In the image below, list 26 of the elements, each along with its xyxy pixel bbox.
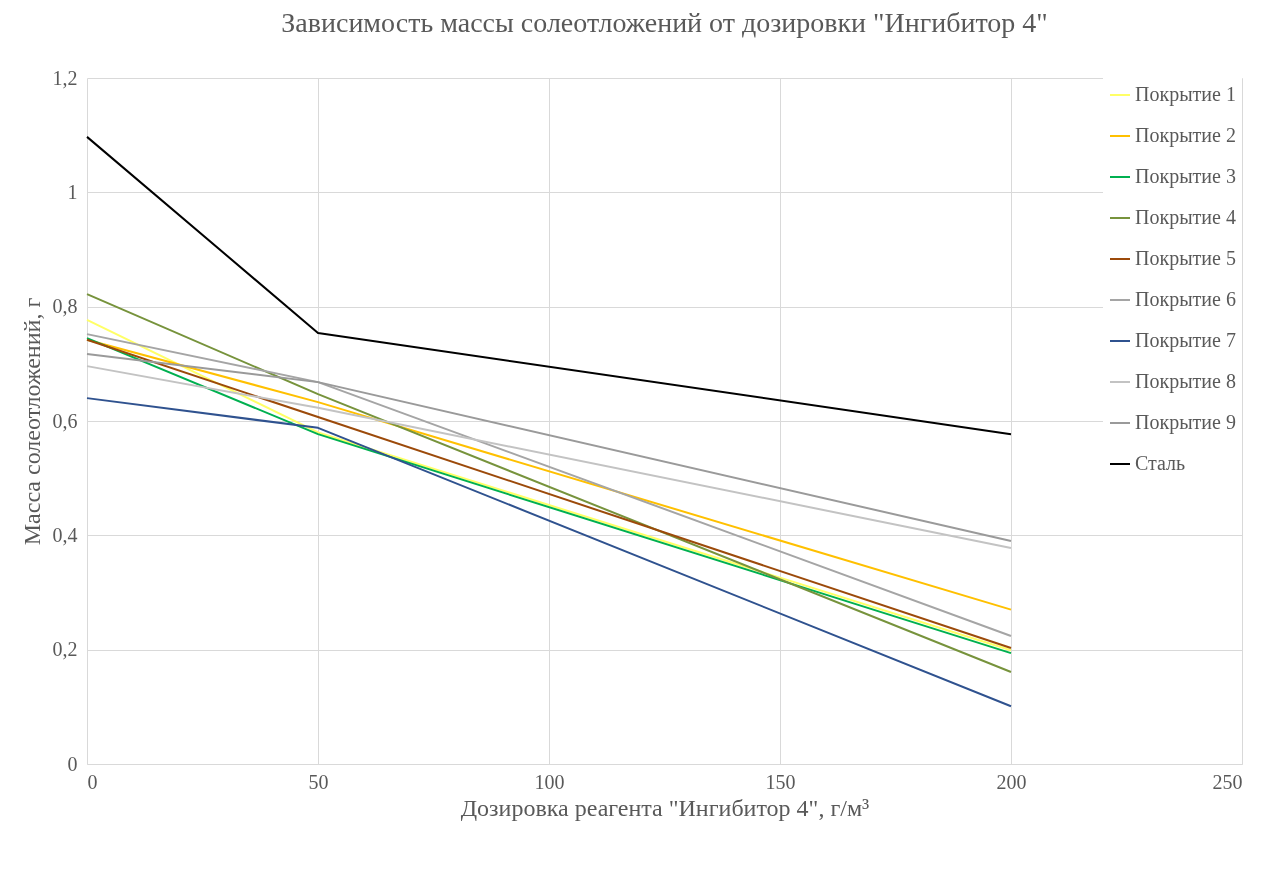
legend-label: Покрытие 6	[1135, 288, 1236, 311]
chart-title: Зависимость массы солеотложений от дозировки "Ингибитор 4"	[281, 7, 1048, 38]
y-tick-label: 0,4	[52, 523, 78, 546]
x-tick-label: 250	[1212, 770, 1243, 793]
y-tick-label: 0,8	[52, 295, 78, 318]
y-tick-label: 1	[67, 180, 78, 203]
legend-label: Покрытие 5	[1135, 247, 1236, 270]
y-tick-label: 0,6	[52, 409, 78, 432]
x-tick-label: 50	[308, 770, 329, 793]
y-axis-title: Масса солеотложений, г	[18, 297, 45, 546]
x-axis-title: Дозировка реагента "Ингибитор 4", г/м³	[460, 794, 870, 821]
legend-label: Покрытие 9	[1135, 411, 1236, 434]
y-tick-label: 1,2	[52, 66, 78, 89]
legend-label: Покрытие 2	[1135, 124, 1236, 147]
legend-label: Покрытие 3	[1135, 165, 1236, 188]
y-tick-label: 0,2	[52, 638, 78, 661]
y-tick-label: 0	[67, 752, 78, 775]
legend-label: Покрытие 7	[1135, 329, 1236, 352]
legend-label: Покрытие 8	[1135, 370, 1236, 393]
legend-label: Покрытие 1	[1135, 83, 1236, 106]
legend-label: Сталь	[1135, 452, 1186, 474]
x-tick-label: 150	[765, 770, 796, 793]
legend-label: Покрытие 4	[1135, 206, 1236, 229]
x-tick-label: 0	[87, 770, 98, 793]
x-tick-label: 200	[996, 770, 1027, 793]
x-tick-label: 100	[534, 770, 565, 793]
